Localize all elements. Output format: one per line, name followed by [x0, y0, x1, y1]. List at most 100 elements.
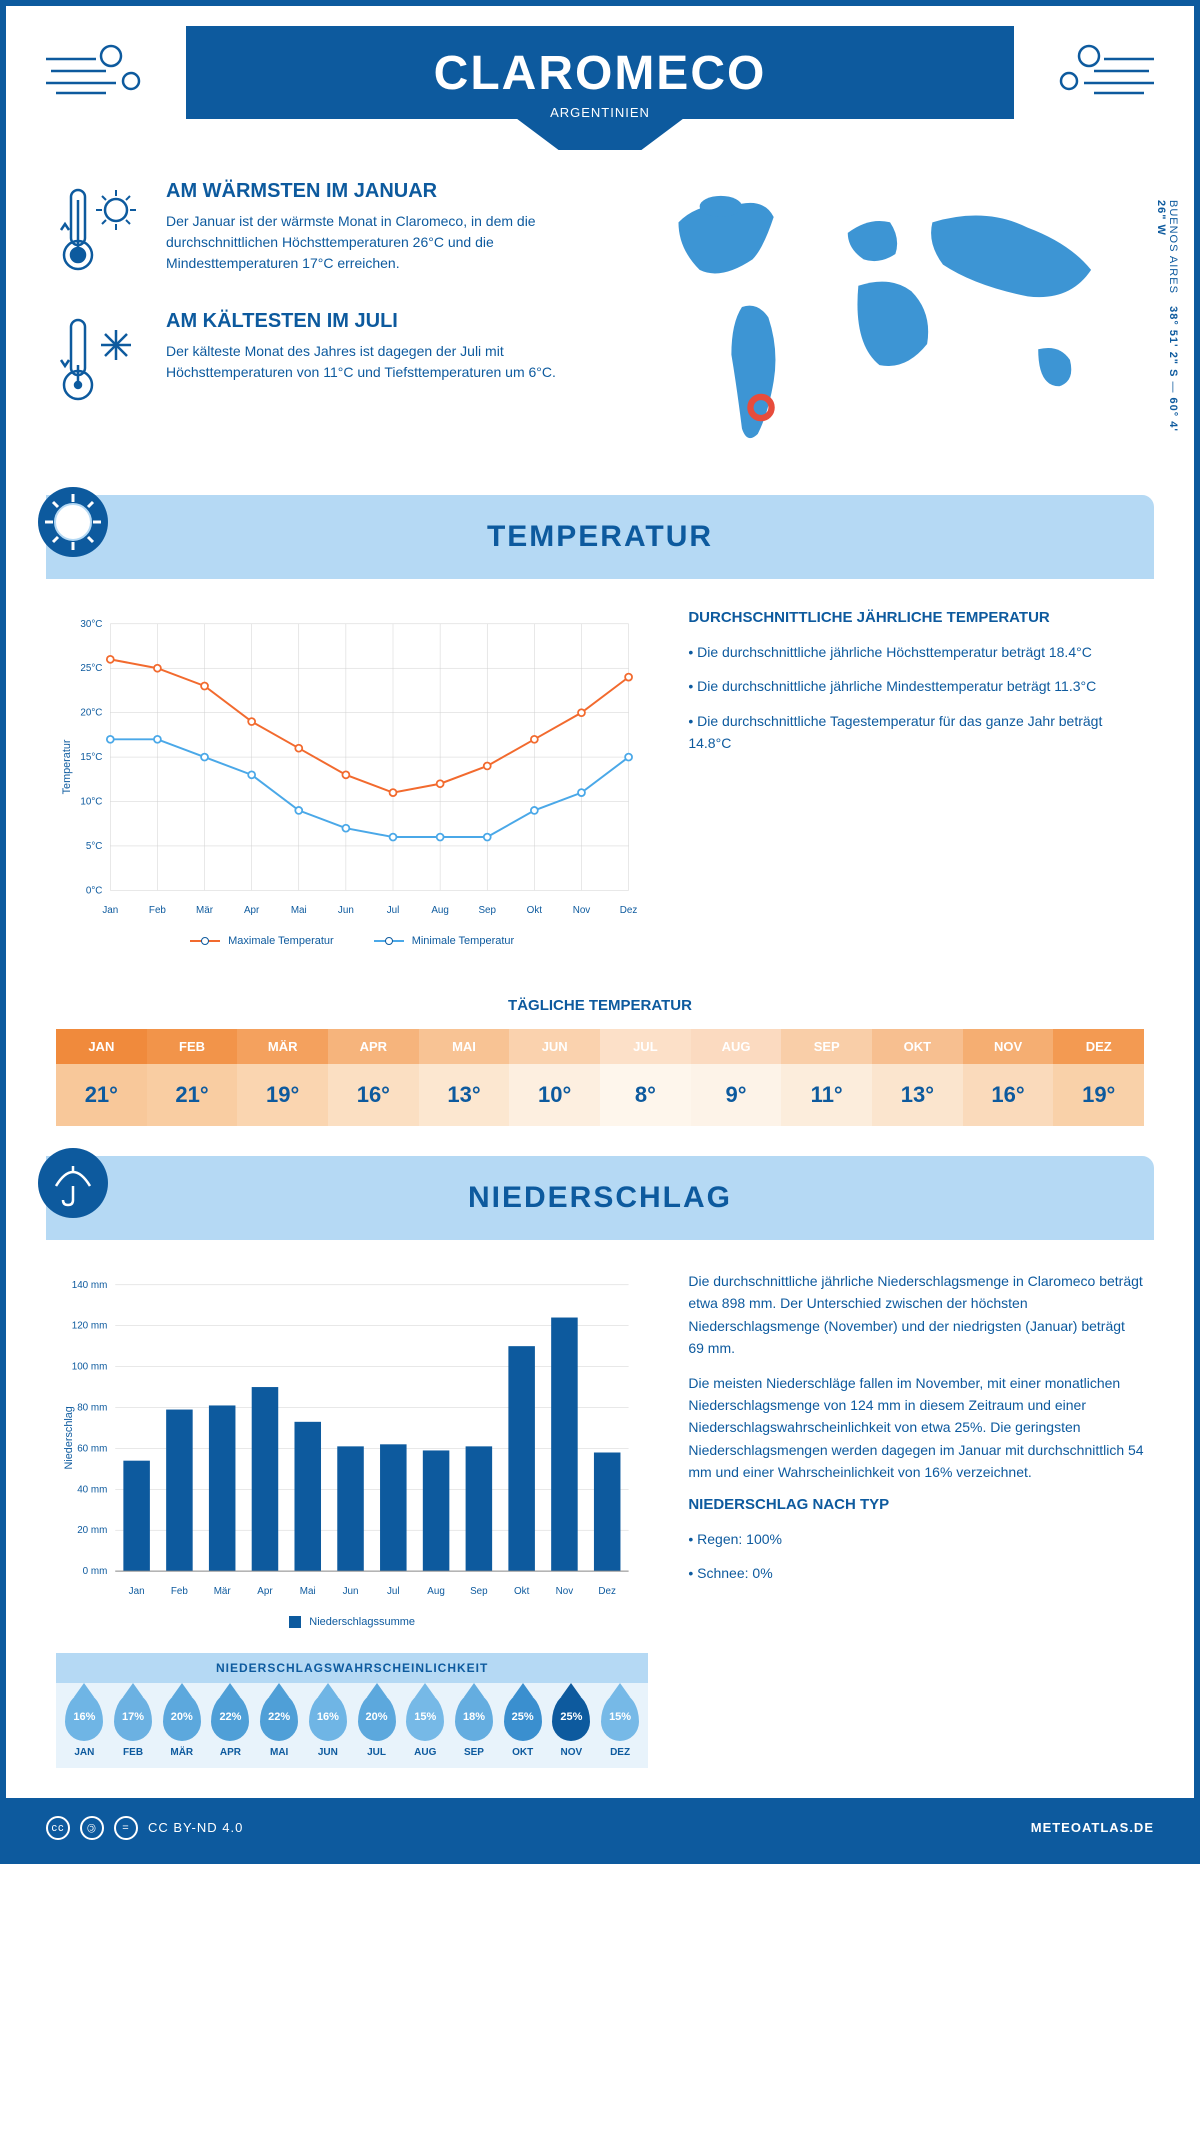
temp-cell-month: JUN — [509, 1029, 600, 1064]
temp-bullet: Die durchschnittliche jährliche Mindestt… — [688, 675, 1144, 697]
svg-text:Apr: Apr — [244, 905, 260, 916]
drop-shape: 25% — [552, 1693, 590, 1741]
temp-cell-value: 8° — [600, 1064, 691, 1126]
svg-text:Jul: Jul — [387, 905, 400, 916]
svg-text:20°C: 20°C — [80, 708, 102, 719]
precip-drop: 25%NOV — [548, 1693, 595, 1758]
svg-text:Sep: Sep — [470, 1586, 488, 1597]
svg-text:60 mm: 60 mm — [77, 1443, 107, 1454]
temp-cell-value: 9° — [691, 1064, 782, 1126]
city-title: CLAROMECO — [186, 46, 1014, 101]
svg-text:Nov: Nov — [573, 905, 591, 916]
precip-drop: 17%FEB — [110, 1693, 157, 1758]
drop-month: FEB — [110, 1747, 157, 1758]
infographic-page: CLAROMECO ARGENTINIEN AM WÄRMSTEN IM JAN… — [0, 0, 1200, 1864]
temp-cell-value: 13° — [872, 1064, 963, 1126]
drop-shape: 20% — [163, 1693, 201, 1741]
warmest-fact: AM WÄRMSTEN IM JANUAR Der Januar ist der… — [56, 180, 585, 280]
legend-max: Maximale Temperatur — [190, 935, 334, 947]
temp-cell-month: JAN — [56, 1029, 147, 1064]
precip-p1: Die durchschnittliche jährliche Niedersc… — [688, 1270, 1144, 1360]
svg-text:40 mm: 40 mm — [77, 1484, 107, 1495]
drop-month: DEZ — [597, 1747, 644, 1758]
drop-month: JUL — [353, 1747, 400, 1758]
precipitation-text-col: Die durchschnittliche jährliche Niedersc… — [688, 1270, 1144, 1768]
precip-type-bullet: Regen: 100% — [688, 1528, 1144, 1550]
avg-temp-heading: DURCHSCHNITTLICHE JÄHRLICHE TEMPERATUR — [688, 609, 1144, 626]
footer-site: METEOATLAS.DE — [1031, 1820, 1154, 1835]
legend-precip: Niederschlagssumme — [289, 1616, 415, 1628]
svg-text:Niederschlag: Niederschlag — [63, 1406, 75, 1469]
temp-cell-value: 21° — [56, 1064, 147, 1126]
svg-text:120 mm: 120 mm — [72, 1321, 108, 1332]
drop-month: APR — [207, 1747, 254, 1758]
map-column: BUENOS AIRES 38° 51' 2" S — 60° 4' 26" W — [615, 180, 1144, 455]
svg-text:Aug: Aug — [431, 905, 449, 916]
header-row: CLAROMECO ARGENTINIEN — [6, 6, 1194, 150]
temp-cell: JUN10° — [509, 1029, 600, 1126]
precip-legend: Niederschlagssumme — [56, 1616, 648, 1628]
temp-bullet: Die durchschnittliche Tagestemperatur fü… — [688, 710, 1144, 755]
intro-section: AM WÄRMSTEN IM JANUAR Der Januar ist der… — [6, 150, 1194, 475]
svg-text:15°C: 15°C — [80, 752, 102, 763]
precipitation-content: 0 mm20 mm40 mm60 mm80 mm100 mm120 mm140 … — [6, 1240, 1194, 1798]
drop-shape: 15% — [406, 1693, 444, 1741]
temp-cell-month: DEZ — [1053, 1029, 1144, 1064]
coldest-heading: AM KÄLTESTEN IM JULI — [166, 310, 585, 333]
warmest-body: Der Januar ist der wärmste Monat in Clar… — [166, 211, 585, 274]
temp-cell: NOV16° — [963, 1029, 1054, 1126]
drop-month: OKT — [499, 1747, 546, 1758]
license-text: CC BY-ND 4.0 — [148, 1820, 243, 1835]
precip-type-list: Regen: 100%Schnee: 0% — [688, 1528, 1144, 1585]
svg-text:Aug: Aug — [427, 1586, 445, 1597]
temp-cell: MAI13° — [419, 1029, 510, 1126]
umbrella-icon — [38, 1148, 108, 1218]
svg-text:Okt: Okt — [514, 1586, 530, 1597]
drop-month: JUN — [305, 1747, 352, 1758]
precip-drop: 22%APR — [207, 1693, 254, 1758]
temp-cell: AUG9° — [691, 1029, 782, 1126]
temp-cell-month: MÄR — [237, 1029, 328, 1064]
precipitation-bar-chart: 0 mm20 mm40 mm60 mm80 mm100 mm120 mm140 … — [56, 1270, 648, 1606]
temp-cell-month: JUL — [600, 1029, 691, 1064]
thermometer-snow-icon — [56, 310, 146, 410]
temp-cell: APR16° — [328, 1029, 419, 1126]
svg-text:Dez: Dez — [598, 1586, 616, 1597]
temp-bullet: Die durchschnittliche jährliche Höchstte… — [688, 641, 1144, 663]
svg-text:25°C: 25°C — [80, 663, 102, 674]
precipitation-title: NIEDERSCHLAG — [468, 1181, 732, 1214]
svg-text:Mär: Mär — [214, 1586, 232, 1597]
svg-text:Jan: Jan — [102, 905, 118, 916]
cc-icon: cc — [46, 1816, 70, 1840]
svg-text:Feb: Feb — [171, 1586, 189, 1597]
warmest-text: AM WÄRMSTEN IM JANUAR Der Januar ist der… — [166, 180, 585, 280]
temp-cell-value: 19° — [1053, 1064, 1144, 1126]
drop-month: MÄR — [158, 1747, 205, 1758]
temp-cell-value: 16° — [328, 1064, 419, 1126]
svg-text:30°C: 30°C — [80, 619, 102, 630]
svg-text:0°C: 0°C — [86, 885, 103, 896]
warmest-heading: AM WÄRMSTEN IM JANUAR — [166, 180, 585, 203]
title-banner: CLAROMECO ARGENTINIEN — [186, 26, 1014, 150]
coordinates-label: BUENOS AIRES 38° 51' 2" S — 60° 4' 26" W — [1155, 200, 1179, 455]
drop-shape: 22% — [260, 1693, 298, 1741]
drop-shape: 16% — [309, 1693, 347, 1741]
temperature-section-banner: TEMPERATUR — [46, 495, 1154, 579]
footer: cc 🄯 = CC BY-ND 4.0 METEOATLAS.DE — [6, 1798, 1194, 1858]
drop-shape: 18% — [455, 1693, 493, 1741]
temp-cell-value: 16° — [963, 1064, 1054, 1126]
wind-icon-right — [1044, 31, 1164, 111]
temp-cell: SEP11° — [781, 1029, 872, 1126]
temperature-text-col: DURCHSCHNITTLICHE JÄHRLICHE TEMPERATUR D… — [688, 609, 1144, 947]
temperature-title: TEMPERATUR — [487, 520, 713, 553]
svg-text:Nov: Nov — [556, 1586, 574, 1597]
precip-drop: 20% MÄR — [158, 1693, 205, 1758]
temp-cell-month: FEB — [147, 1029, 238, 1064]
facts-column: AM WÄRMSTEN IM JANUAR Der Januar ist der… — [56, 180, 585, 455]
footer-license: cc 🄯 = CC BY-ND 4.0 — [46, 1816, 243, 1840]
svg-text:Jun: Jun — [338, 905, 354, 916]
precip-drop: 15%AUG — [402, 1693, 449, 1758]
temp-cell-month: SEP — [781, 1029, 872, 1064]
precipitation-chart-col: 0 mm20 mm40 mm60 mm80 mm100 mm120 mm140 … — [56, 1270, 648, 1768]
temp-cell-value: 13° — [419, 1064, 510, 1126]
